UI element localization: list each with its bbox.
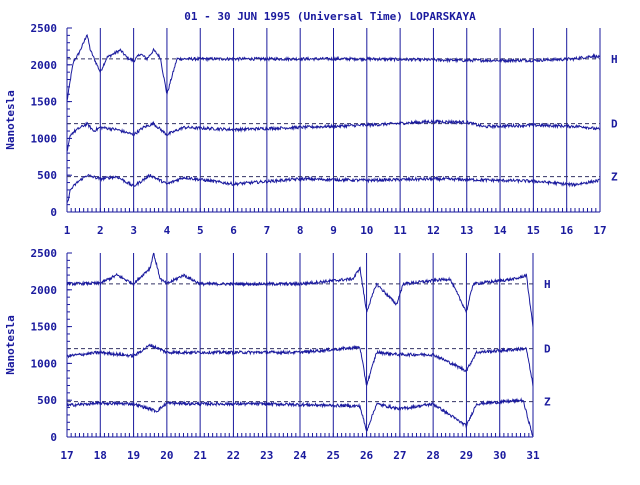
x-tick-label: 23 — [260, 449, 273, 462]
y-tick-label: 0 — [50, 206, 57, 219]
series-label-h: H — [544, 278, 551, 291]
series-line-d — [66, 343, 534, 387]
x-tick-label: 17 — [593, 224, 606, 237]
x-tick-label: 20 — [160, 449, 173, 462]
y-tick-label: 1000 — [31, 132, 58, 145]
y-tick-label: 500 — [37, 394, 57, 407]
x-tick-label: 14 — [493, 224, 507, 237]
y-tick-label: 2000 — [31, 59, 58, 72]
x-tick-label: 16 — [560, 224, 574, 237]
x-tick-label: 2 — [97, 224, 104, 237]
x-tick-label: 19 — [127, 449, 140, 462]
x-tick-label: 4 — [164, 224, 171, 237]
x-tick-label: 24 — [293, 449, 307, 462]
x-tick-label: 8 — [297, 224, 304, 237]
series-line-h — [66, 252, 534, 328]
x-tick-label: 25 — [327, 449, 340, 462]
x-tick-label: 18 — [94, 449, 107, 462]
x-tick-label: 13 — [460, 224, 473, 237]
x-tick-label: 22 — [227, 449, 240, 462]
series-line-h — [66, 34, 601, 102]
series-line-d — [66, 119, 601, 152]
x-tick-label: 29 — [460, 449, 473, 462]
x-tick-label: 12 — [427, 224, 440, 237]
x-tick-label: 7 — [264, 224, 271, 237]
x-tick-label: 17 — [60, 449, 73, 462]
series-line-z — [67, 397, 534, 437]
chart-title: 01 - 30 JUN 1995 (Universal Time) LOPARS… — [184, 10, 476, 23]
x-tick-label: 27 — [393, 449, 406, 462]
series-line-z — [66, 173, 601, 204]
y-tick-label: 1500 — [31, 321, 58, 334]
x-tick-label: 5 — [197, 224, 204, 237]
x-tick-label: 26 — [360, 449, 374, 462]
y-tick-label: 1000 — [31, 357, 58, 370]
y-tick-label: 500 — [37, 169, 57, 182]
x-tick-label: 21 — [194, 449, 208, 462]
y-tick-label: 1500 — [31, 96, 58, 109]
series-label-d: D — [611, 118, 618, 131]
y-tick-label: 2500 — [31, 247, 58, 260]
series-label-z: Z — [544, 396, 551, 409]
x-tick-label: 28 — [427, 449, 440, 462]
x-tick-label: 11 — [394, 224, 408, 237]
x-tick-label: 6 — [230, 224, 237, 237]
x-tick-label: 31 — [526, 449, 540, 462]
series-label-h: H — [611, 53, 618, 66]
y-axis-label: Nanotesla — [4, 315, 17, 375]
series-label-d: D — [544, 343, 551, 356]
x-tick-label: 15 — [527, 224, 540, 237]
x-tick-label: 9 — [330, 224, 337, 237]
series-label-z: Z — [611, 171, 618, 184]
y-tick-label: 2500 — [31, 22, 58, 35]
x-tick-label: 30 — [493, 449, 506, 462]
y-tick-label: 0 — [50, 431, 57, 444]
x-tick-label: 1 — [64, 224, 71, 237]
x-tick-label: 3 — [130, 224, 137, 237]
y-axis-label: Nanotesla — [4, 90, 17, 150]
y-tick-label: 2000 — [31, 284, 58, 297]
x-tick-label: 10 — [360, 224, 373, 237]
